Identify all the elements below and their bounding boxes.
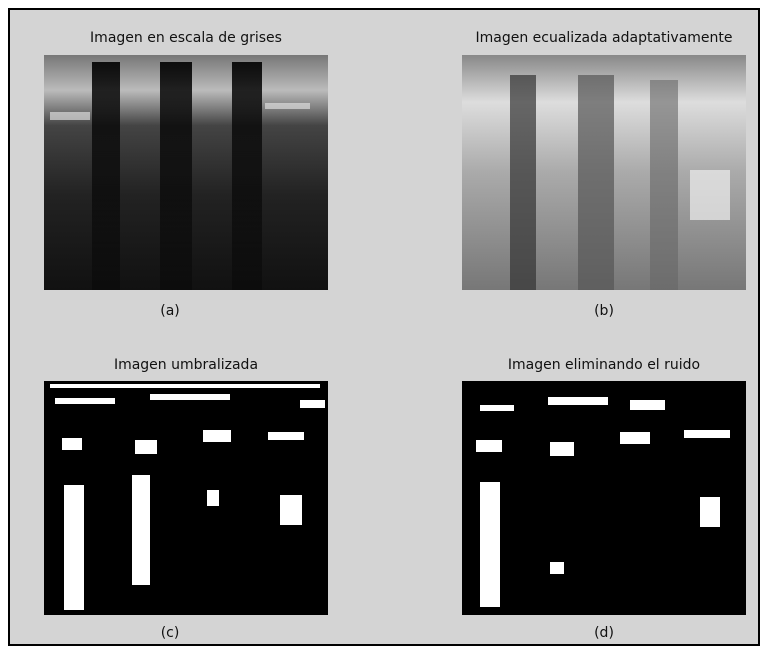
panel-d [462,381,746,615]
image [462,381,746,615]
panel-a [44,55,328,290]
highlight [50,112,90,120]
panel-title: Imagen eliminando el ruido [508,357,700,373]
panel-c [44,381,328,615]
shadow [578,75,614,290]
panel-b [462,55,746,290]
shadow [160,62,192,290]
shadow [510,75,536,290]
panel-title: Imagen umbralizada [114,357,258,373]
highlight [690,170,730,220]
panel-title: Imagen ecualizada adaptativamente [475,30,732,46]
panel-title: Imagen en escala de grises [90,30,282,46]
shadow [650,80,678,290]
panel-caption: (d) [594,625,614,641]
highlight [265,103,310,109]
shadow [92,62,120,290]
panel-caption: (b) [594,303,614,319]
panel-caption: (a) [160,303,180,319]
shadow [232,62,262,290]
panel-caption: (c) [161,625,180,641]
